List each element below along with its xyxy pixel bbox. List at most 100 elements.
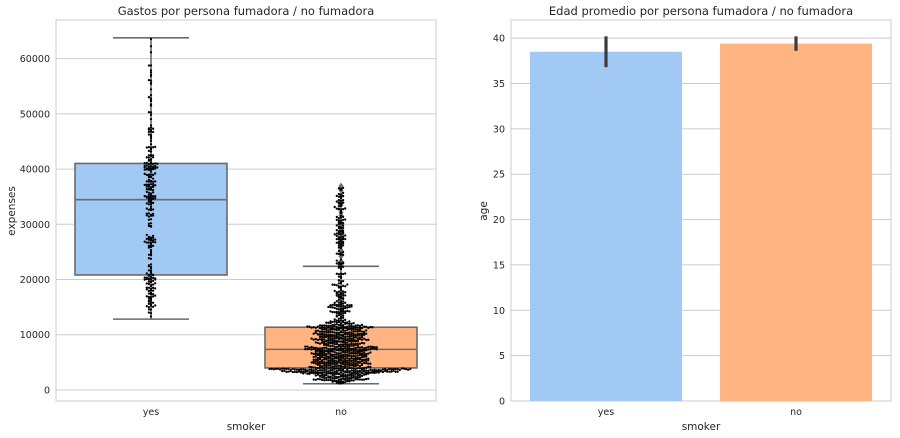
swarm-point — [346, 353, 349, 356]
swarm-point — [299, 370, 303, 373]
swarm-point — [339, 319, 343, 322]
swarm-point — [145, 190, 148, 193]
swarm-point — [341, 229, 345, 232]
swarm-point — [358, 346, 362, 349]
swarm-point — [341, 359, 345, 363]
swarm-point — [337, 249, 341, 253]
swarm-point — [316, 369, 320, 372]
swarm-point — [335, 234, 338, 238]
swarm-point — [320, 352, 324, 355]
swarm-point — [149, 93, 153, 97]
swarm-point — [358, 342, 362, 345]
swarm-point — [367, 369, 370, 372]
swarm-point — [369, 365, 372, 369]
swarm-point — [346, 350, 349, 354]
swarm-point — [337, 235, 341, 239]
swarm-point — [352, 379, 355, 382]
swarm-point — [154, 167, 157, 170]
swarm-point — [394, 370, 397, 373]
swarm-point — [331, 339, 334, 342]
swarm-point — [145, 214, 148, 217]
swarm-point — [327, 361, 330, 364]
swarm-point — [335, 362, 338, 365]
swarm-point — [335, 325, 338, 329]
swarm-point — [149, 275, 153, 279]
swarm-point — [341, 369, 345, 373]
swarm-point — [327, 321, 330, 324]
swarm-point — [365, 377, 368, 381]
swarm-point — [318, 371, 322, 374]
swarm-point — [151, 188, 155, 192]
swarm-point — [310, 348, 313, 351]
swarm-point — [318, 326, 322, 330]
swarm-point — [308, 325, 311, 328]
swarm-point — [333, 343, 336, 346]
swarm-point — [367, 338, 370, 341]
swarm-point — [149, 241, 153, 245]
swarm-point — [335, 360, 338, 363]
swarm-point — [143, 194, 146, 198]
swarm-point — [337, 204, 341, 208]
swarm-point — [331, 283, 334, 286]
swarm-point — [327, 347, 330, 351]
swarm-point — [333, 318, 336, 321]
swarm-point — [348, 331, 351, 334]
swarm-point — [149, 128, 153, 132]
swarm-point — [350, 331, 353, 334]
swarm-point — [147, 149, 151, 152]
swarm-point — [147, 292, 151, 295]
swarm-point — [348, 343, 351, 346]
y-axis-label: age — [478, 201, 490, 221]
swarm-point — [337, 361, 341, 364]
swarm-point — [346, 306, 349, 309]
swarm-point — [149, 271, 153, 274]
swarm-point — [149, 195, 153, 199]
swarm-point — [149, 252, 153, 256]
swarm-point — [323, 362, 326, 365]
swarm-point — [283, 367, 286, 370]
swarm-point — [367, 348, 370, 351]
swarm-point — [333, 303, 336, 307]
swarm-point — [335, 207, 338, 210]
swarm-point — [329, 369, 332, 372]
swarm-point — [327, 339, 330, 342]
swarm-point — [341, 284, 345, 287]
swarm-point — [316, 347, 320, 350]
swarm-point — [341, 253, 345, 256]
swarm-point — [339, 221, 343, 224]
swarm-point — [331, 369, 334, 372]
swarm-point — [308, 372, 311, 376]
swarm-point — [327, 341, 330, 344]
swarm-point — [333, 306, 336, 310]
swarm-point — [344, 339, 347, 342]
swarm-point — [147, 79, 151, 82]
y-tick-label: 40 — [493, 34, 505, 45]
y-tick-label: 30 — [493, 124, 505, 135]
swarm-point — [362, 351, 366, 355]
swarm-point — [341, 365, 345, 368]
swarm-point — [356, 367, 359, 370]
swarm-point — [339, 211, 343, 215]
swarm-point — [348, 333, 351, 336]
swarm-point — [390, 368, 393, 371]
swarm-point — [323, 356, 326, 359]
swarm-point — [287, 370, 290, 373]
swarm-point — [149, 71, 153, 74]
swarm-point — [377, 368, 380, 372]
swarm-point — [354, 364, 357, 368]
swarm-point — [149, 126, 153, 129]
swarm-point — [394, 367, 397, 371]
swarm-point — [318, 368, 322, 372]
swarm-point — [329, 362, 332, 365]
y-tick-label: 40000 — [20, 165, 50, 176]
swarm-point — [350, 359, 353, 363]
swarm-point — [341, 347, 345, 350]
swarm-point — [341, 328, 345, 332]
swarm-point — [323, 326, 326, 329]
swarm-point — [348, 349, 351, 352]
swarm-point — [352, 343, 355, 346]
swarm-point — [329, 348, 332, 351]
swarm-point — [329, 310, 332, 313]
swarm-point — [356, 334, 359, 337]
swarm-point — [149, 183, 153, 186]
